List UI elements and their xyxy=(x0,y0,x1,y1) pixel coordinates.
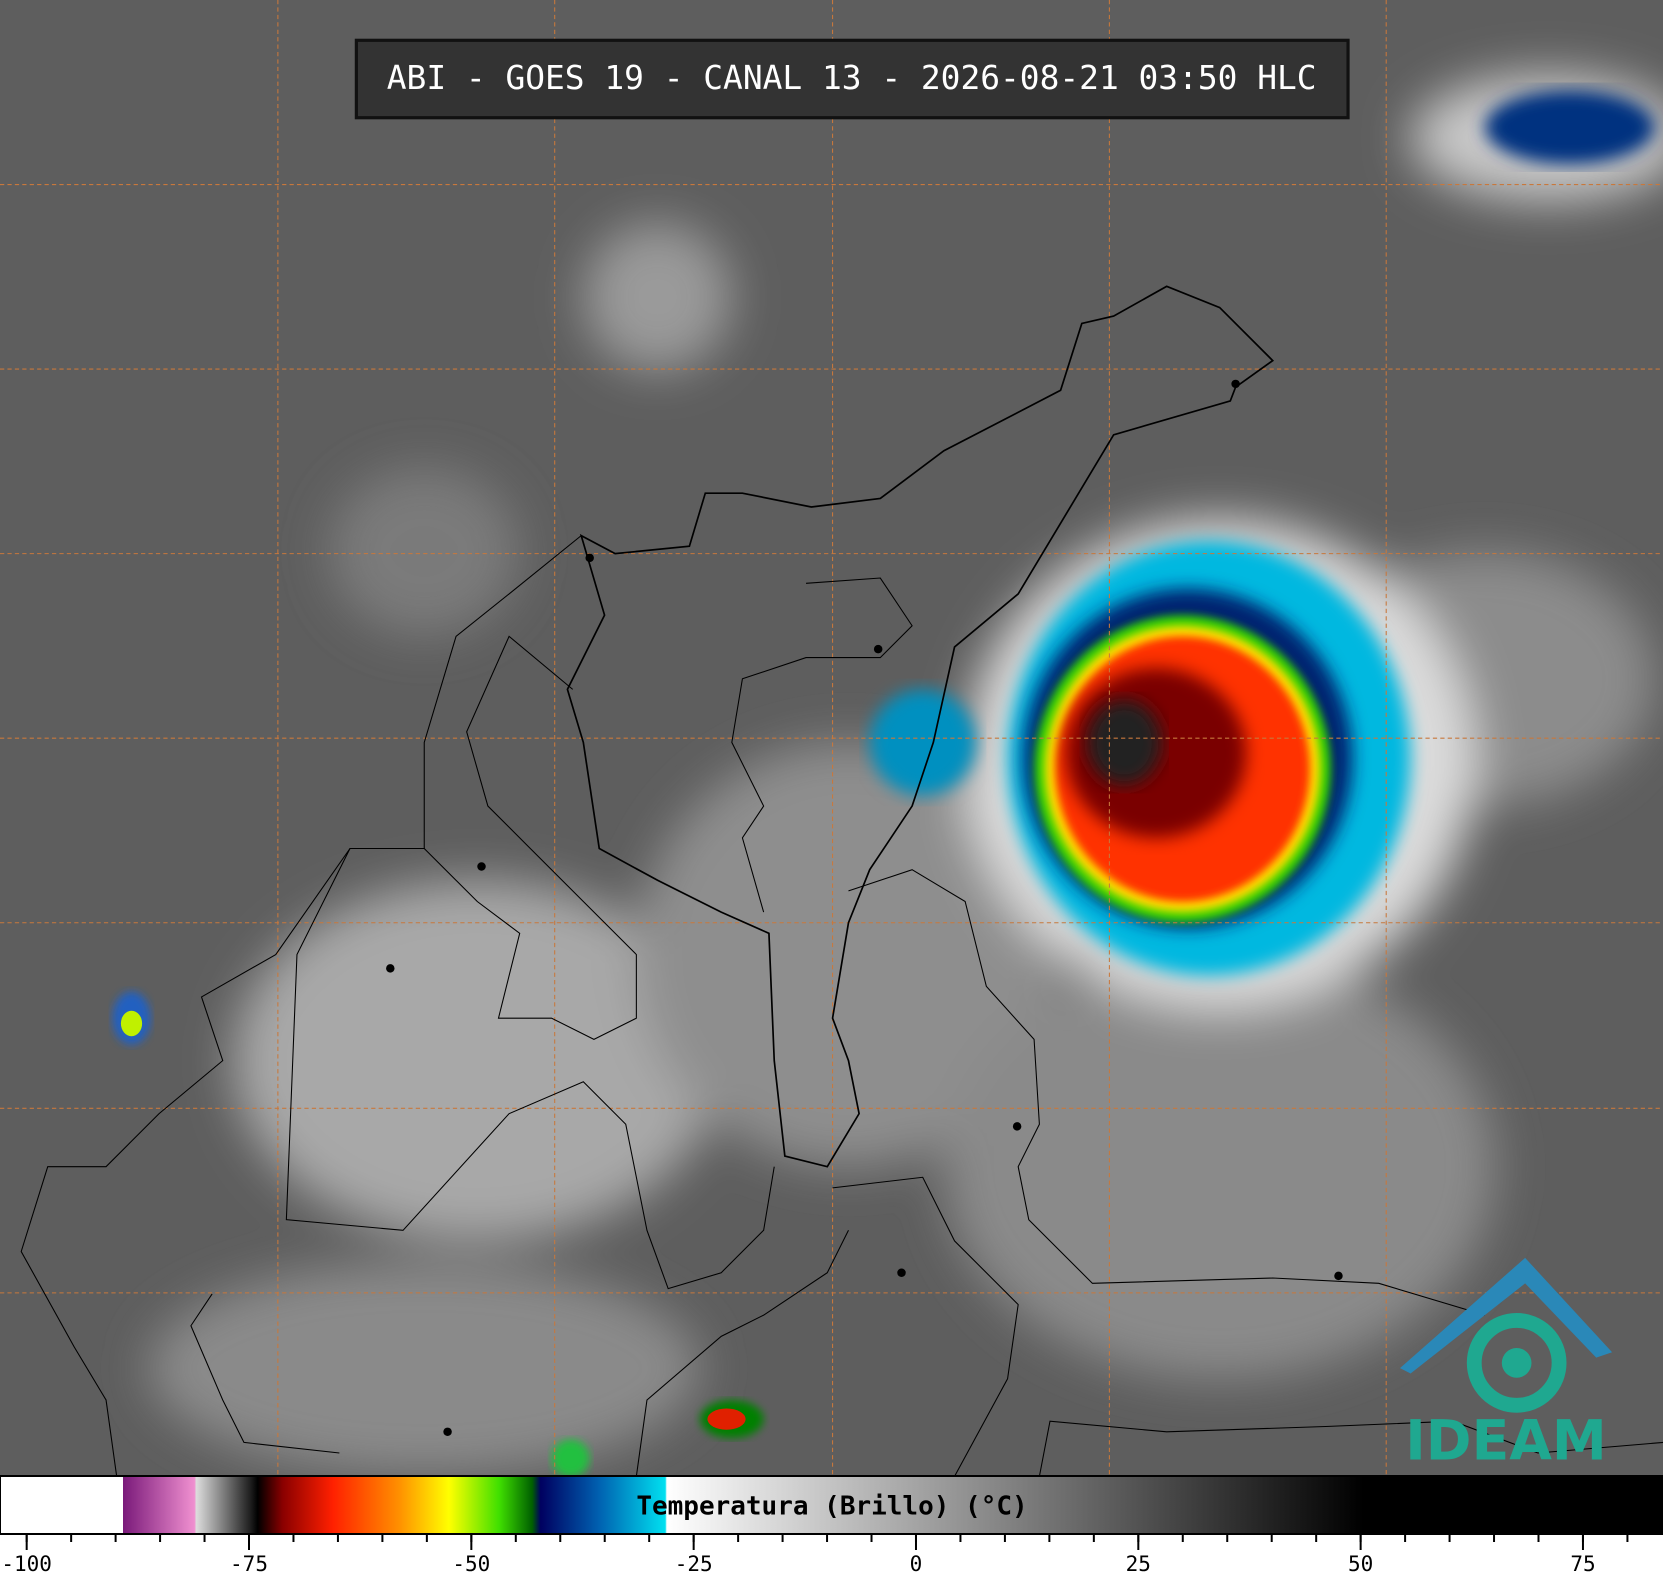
tick-label: 25 xyxy=(1126,1552,1151,1576)
tick-label: -50 xyxy=(452,1552,490,1576)
tick-label: 75 xyxy=(1570,1552,1595,1576)
storm xyxy=(112,90,1655,1478)
grid xyxy=(0,0,1663,1477)
logo-text: IDEAM xyxy=(1405,1410,1607,1474)
title-box: ABI - GOES 19 - CANAL 13 - 2026-08-21 03… xyxy=(354,38,1350,120)
satellite-map: ABI - GOES 19 - CANAL 13 - 2026-08-21 03… xyxy=(0,0,1663,1478)
title-background xyxy=(354,38,1350,120)
borders xyxy=(20,285,1663,1477)
cities xyxy=(386,379,1343,1437)
logo: IDEAM xyxy=(1399,1257,1613,1474)
colorbar: Temperatura (Brillo) (°C) -100 -75 -50 -25 0… xyxy=(0,1475,1663,1576)
tick-label: -75 xyxy=(230,1552,268,1576)
tick-label: -100 xyxy=(1,1552,52,1576)
tick-label: -25 xyxy=(675,1552,713,1576)
tick-label: 0 xyxy=(910,1552,923,1576)
tick-label: 50 xyxy=(1348,1552,1373,1576)
colorbar-gradient xyxy=(0,1475,1663,1535)
title: ABI - GOES 19 - CANAL 13 - 2026-08-21 03… xyxy=(387,58,1317,97)
colorbar-label: Temperatura (Brillo) (°C) xyxy=(636,1492,1027,1522)
